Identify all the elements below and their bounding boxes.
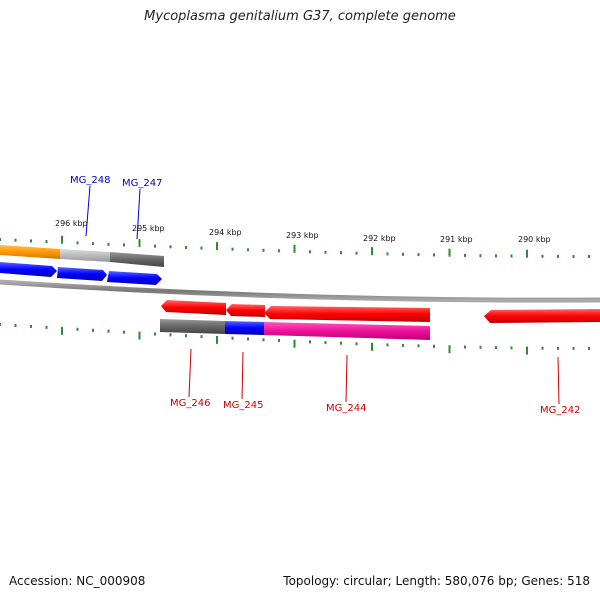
genome-backbone (0, 279, 600, 303)
category-segment-dark (160, 319, 225, 334)
reverse-gene-arrow[interactable] (161, 300, 226, 315)
kbp-label-291: 291 kbp (440, 235, 473, 244)
outer-tick-track (0, 235, 590, 258)
forward-gene-arrow[interactable] (57, 267, 107, 281)
gene-label-mg248[interactable]: MG_248 (70, 175, 110, 186)
reverse-category-track (160, 319, 430, 340)
kbp-label-296: 296 kbp (55, 219, 88, 228)
reverse-gene-arrow[interactable] (264, 306, 430, 322)
kbp-label-295: 295 kbp (132, 224, 165, 233)
category-segment-orange (0, 245, 60, 259)
kbp-label-293: 293 kbp (286, 231, 319, 240)
reverse-gene-labels (188, 348, 560, 405)
forward-gene-track (0, 262, 162, 285)
genome-summary-text: Topology: circular; Length: 580,076 bp; … (283, 574, 590, 588)
accession-text: Accession: NC_000908 (9, 574, 146, 588)
reverse-gene-arrow[interactable] (484, 309, 600, 323)
inner-tick-track (0, 323, 590, 355)
category-segment-blue (225, 321, 264, 335)
forward-gene-labels (85, 185, 141, 240)
kbp-label-294: 294 kbp (209, 228, 242, 237)
gene-label-mg245[interactable]: MG_245 (223, 400, 263, 411)
forward-gene-arrow[interactable] (0, 262, 57, 277)
gene-label-mg244[interactable]: MG_244 (326, 403, 366, 414)
category-segment-light (60, 249, 110, 262)
category-segment-dark (110, 252, 164, 267)
forward-category-track (0, 245, 164, 267)
reverse-gene-track (161, 300, 600, 323)
gene-label-mg242[interactable]: MG_242 (540, 405, 580, 416)
gene-label-mg246[interactable]: MG_246 (170, 398, 210, 409)
forward-gene-arrow[interactable] (107, 271, 162, 285)
kbp-label-290: 290 kbp (518, 235, 551, 244)
gene-label-mg247[interactable]: MG_247 (122, 178, 162, 189)
kbp-label-292: 292 kbp (363, 234, 396, 243)
map-title: Mycoplasma genitalium G37, complete geno… (144, 9, 456, 24)
reverse-gene-arrow[interactable] (226, 304, 265, 317)
category-segment-magenta (264, 322, 430, 340)
